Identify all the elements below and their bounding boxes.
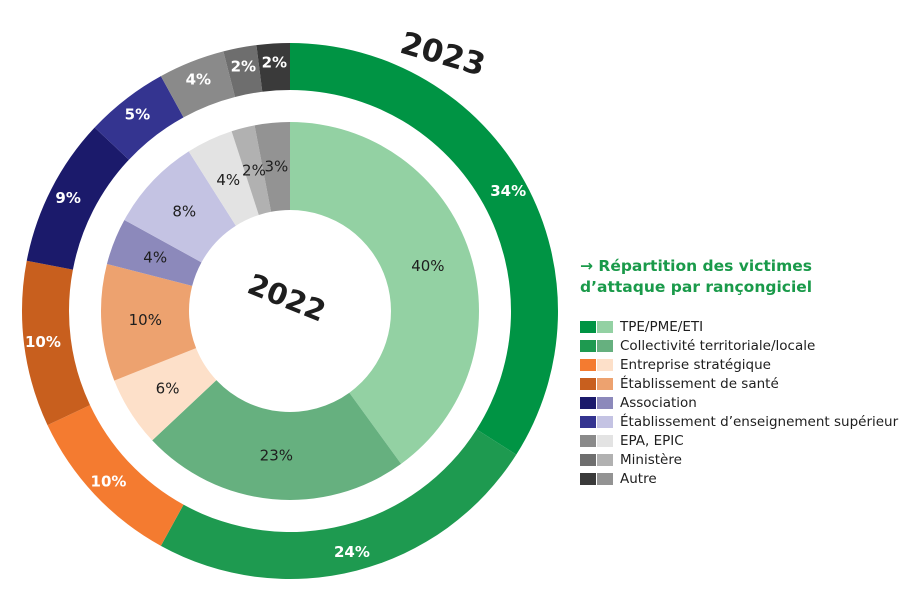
slice-2022-collectivite-territoriale-locale xyxy=(152,380,402,500)
data-label-2022-ministere: 2% xyxy=(242,162,266,180)
data-label-2022-etablissement-d-enseignement-superieur: 8% xyxy=(172,203,196,221)
legend-swatch-2023 xyxy=(580,396,596,409)
slice-2022-association xyxy=(106,219,202,286)
series-label-2022: 2022 xyxy=(243,267,331,329)
legend-item-autre: Autre xyxy=(580,469,915,488)
legend-swatch-2022 xyxy=(597,320,613,333)
slice-2023-entreprise-strategique xyxy=(47,405,184,546)
data-label-2023-entreprise-strategique: 10% xyxy=(91,472,127,490)
legend-swatch-2023 xyxy=(580,339,596,352)
outer-ring-2023 xyxy=(21,43,558,579)
legend-label: Autre xyxy=(620,470,657,487)
data-label-2023-ministere: 2% xyxy=(231,57,256,75)
slice-2023-tpe-pme-eti xyxy=(290,43,558,455)
data-label-2022-entreprise-strategique: 6% xyxy=(156,380,180,398)
data-label-2022-association: 4% xyxy=(143,249,167,267)
data-label-2023-autre: 2% xyxy=(262,53,287,71)
legend-item-collectivite-territoriale-locale: Collectivité territoriale/locale xyxy=(580,336,915,355)
legend-swatch-2022 xyxy=(597,453,613,466)
data-label-2022-tpe-pme-eti: 40% xyxy=(411,257,444,275)
data-label-2022-epa-epic: 4% xyxy=(216,171,240,189)
legend-label: Établissement de santé xyxy=(620,375,779,392)
chart-title-line-2: d’attaque par rançongiciel xyxy=(580,278,813,296)
slice-2022-tpe-pme-eti xyxy=(290,122,479,464)
legend-item-etablissement-de-sante: Établissement de santé xyxy=(580,374,915,393)
data-label-2022-autre: 3% xyxy=(264,158,288,176)
legend-swatch-2022 xyxy=(597,339,613,352)
slice-2022-etablissement-de-sante xyxy=(101,263,197,381)
legend-swatch-2023 xyxy=(580,453,596,466)
legend-swatch-2022 xyxy=(597,415,613,428)
legend-swatch-2023 xyxy=(580,415,596,428)
legend-label: TPE/PME/ETI xyxy=(620,318,704,335)
data-label-2023-tpe-pme-eti: 34% xyxy=(490,182,526,200)
data-label-2023-association: 9% xyxy=(55,189,80,207)
legend-swatch-2023 xyxy=(580,377,596,390)
legend-swatch-2022 xyxy=(597,396,613,409)
legend-label: Association xyxy=(620,394,697,411)
data-label-2023-etablissement-de-sante: 10% xyxy=(25,333,61,351)
slice-2023-etablissement-d-enseignement-superieur xyxy=(94,76,184,160)
slice-2022-etablissement-d-enseignement-superieur xyxy=(124,151,236,263)
legend-label: Entreprise stratégique xyxy=(620,356,771,373)
legend-swatch-2022 xyxy=(597,358,613,371)
slice-2023-collectivite-territoriale-locale xyxy=(160,429,517,579)
slice-2022-epa-epic xyxy=(188,131,259,226)
legend-item-entreprise-strategique: Entreprise stratégique xyxy=(580,355,915,374)
legend-item-association: Association xyxy=(580,393,915,412)
slice-2023-epa-epic xyxy=(160,51,236,118)
slice-2022-autre xyxy=(254,122,290,212)
legend-item-tpe-pme-eti: TPE/PME/ETI xyxy=(580,317,915,336)
legend-swatch-2023 xyxy=(580,434,596,447)
data-label-2023-etablissement-d-enseignement-superieur: 5% xyxy=(125,105,150,123)
legend-label: Établissement d’enseignement supérieur xyxy=(620,413,899,430)
slice-2022-ministere xyxy=(231,125,272,215)
slice-2023-association xyxy=(26,127,129,270)
chart-title: → Répartition des victimes d’attaque par… xyxy=(580,256,915,298)
legend-label: EPA, EPIC xyxy=(620,432,684,449)
legend-swatch-2022 xyxy=(597,472,613,485)
inner-ring-2022 xyxy=(101,122,479,500)
slice-2022-entreprise-strategique xyxy=(114,348,217,441)
legend-swatch-2023 xyxy=(580,472,596,485)
legend-swatch-2022 xyxy=(597,377,613,390)
slice-2023-autre xyxy=(256,43,290,92)
data-label-2023-epa-epic: 4% xyxy=(186,70,211,88)
legend-label: Ministère xyxy=(620,451,682,468)
slice-2023-ministere xyxy=(223,45,263,97)
data-label-2022-etablissement-de-sante: 10% xyxy=(129,311,162,329)
chart-title-line-1: → Répartition des victimes xyxy=(580,257,813,275)
legend-swatch-2022 xyxy=(597,434,613,447)
slice-labels: 34%24%10%10%9%5%4%2% 2%40%23%6%10%4%8%4%2… xyxy=(25,53,526,561)
legend-item-etablissement-d-enseignement-superieur: Établissement d’enseignement supérieur xyxy=(580,412,915,431)
legend-item-ministere: Ministère xyxy=(580,450,915,469)
legend: → Répartition des victimes d’attaque par… xyxy=(580,256,915,488)
data-label-2023-collectivite-territoriale-locale: 24% xyxy=(334,543,370,561)
legend-swatch-2023 xyxy=(580,320,596,333)
data-label-2022-collectivite-territoriale-locale: 23% xyxy=(260,446,293,464)
legend-swatch-2023 xyxy=(580,358,596,371)
legend-item-epa-epic: EPA, EPIC xyxy=(580,431,915,450)
legend-items: TPE/PME/ETI Collectivité territoriale/loc… xyxy=(580,317,915,488)
slice-2023-etablissement-de-sante xyxy=(21,260,91,426)
legend-label: Collectivité territoriale/locale xyxy=(620,337,816,354)
